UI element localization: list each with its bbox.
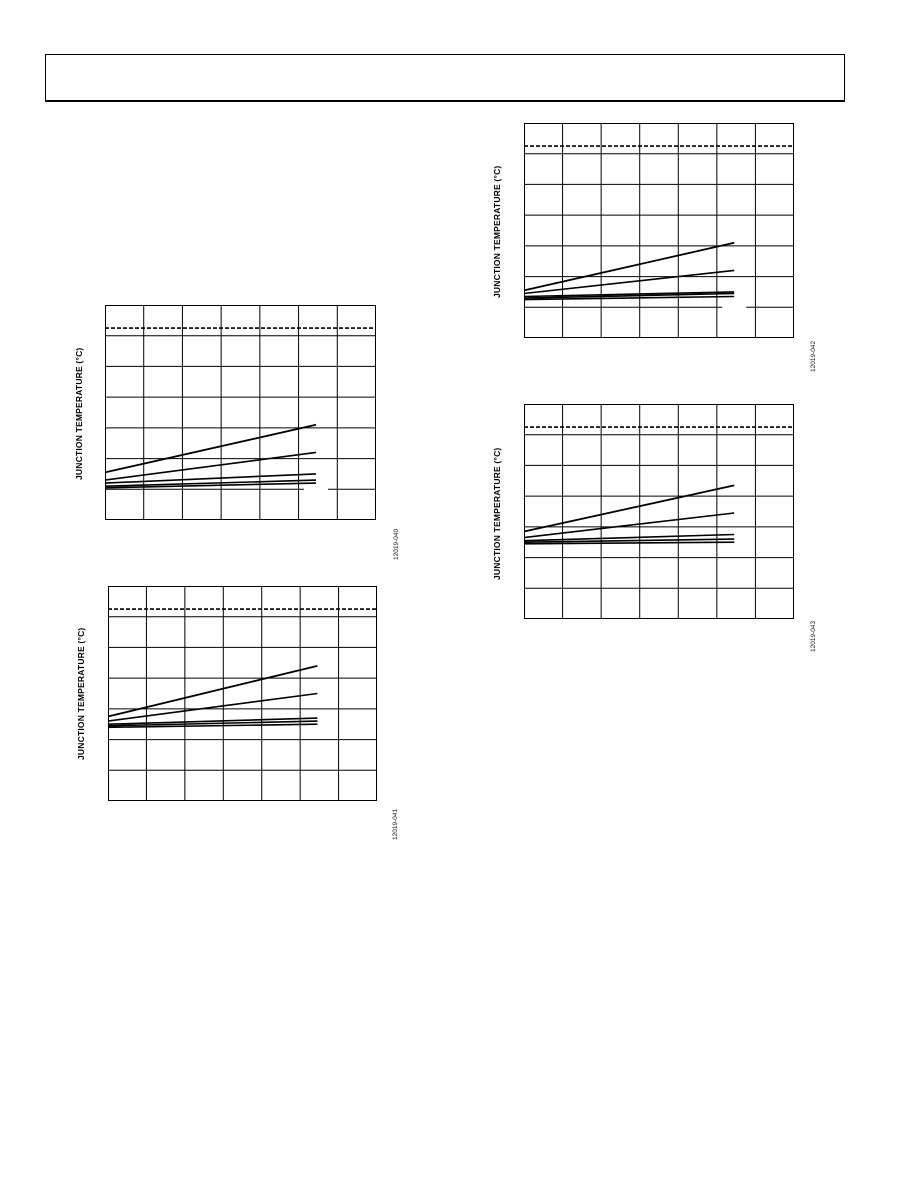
plot-frame — [108, 586, 377, 801]
y-axis-label: JUNCTION TEMPERATURE (°C) — [492, 447, 502, 580]
series-line-5 — [107, 723, 318, 729]
y-axis-label: JUNCTION TEMPERATURE (°C) — [76, 627, 86, 760]
y-axis-label: JUNCTION TEMPERATURE (°C) — [492, 165, 502, 298]
junction-temperature-chart-3 — [523, 123, 794, 338]
label-gap — [305, 727, 330, 737]
series-line-5 — [104, 482, 317, 489]
plot-frame — [524, 404, 794, 619]
junction-temperature-chart-2 — [107, 586, 377, 801]
series-line-3 — [107, 717, 318, 725]
chart-plot-area — [104, 305, 376, 520]
series-line-4 — [523, 292, 735, 299]
series-line-5 — [523, 541, 735, 545]
page-header-box — [45, 54, 845, 102]
series-line-2 — [107, 692, 318, 722]
series-line-5 — [523, 295, 735, 301]
plot-frame — [105, 305, 376, 520]
series-line-4 — [104, 479, 317, 487]
chart-plot-area — [107, 586, 377, 801]
series-line-2 — [104, 451, 317, 481]
series-line-2 — [523, 512, 735, 539]
series-line-1 — [107, 665, 318, 718]
y-axis-label: JUNCTION TEMPERATURE (°C) — [74, 347, 84, 480]
junction-temperature-chart-4 — [523, 404, 794, 619]
series-line-3 — [523, 533, 735, 542]
figure-id: 12019-042 — [810, 340, 817, 372]
figure-id: 12019-043 — [810, 620, 817, 652]
figure-id: 12019-041 — [392, 808, 399, 840]
series-line-1 — [523, 241, 735, 292]
label-gap — [303, 486, 328, 496]
figure-id: 12019-040 — [393, 528, 400, 560]
series-line-1 — [104, 423, 317, 474]
label-gap — [722, 545, 747, 555]
junction-temperature-chart-1 — [104, 305, 376, 520]
series-line-1 — [523, 484, 735, 533]
series-line-4 — [107, 720, 318, 727]
plot-frame — [524, 123, 794, 338]
chart-plot-area — [523, 404, 794, 619]
series-line-2 — [523, 269, 735, 295]
series-line-3 — [104, 473, 317, 484]
series-line-3 — [523, 291, 735, 298]
chart-plot-area — [523, 123, 794, 338]
label-gap — [722, 299, 747, 309]
series-line-4 — [523, 538, 735, 543]
